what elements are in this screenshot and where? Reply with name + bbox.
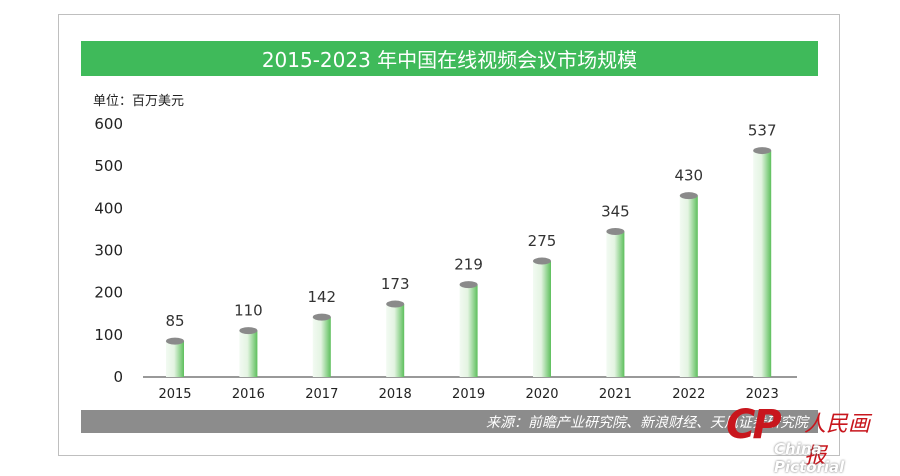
bar: [679, 195, 698, 377]
watermark-logo: CP 人民画报 China Pictorial: [718, 402, 890, 476]
bars-group: 85 110 142 173 219 275 345 430 537: [165, 122, 777, 377]
bar-cap: [166, 337, 184, 345]
y-tick-label: 100: [94, 326, 123, 344]
bar: [533, 261, 551, 377]
bar-cap: [679, 192, 698, 200]
bar: [753, 150, 772, 377]
chart-card: [58, 14, 840, 456]
data-label: 85: [165, 312, 184, 330]
bar: [606, 231, 625, 377]
data-label: 219: [454, 256, 483, 274]
x-tick-label: 2017: [305, 387, 338, 402]
watermark-mark: CP: [726, 402, 782, 448]
data-label: 275: [528, 232, 557, 250]
bar-cap: [386, 300, 405, 308]
bar-cap: [533, 257, 551, 265]
source-note: 来源：前瞻产业研究院、新浪财经、天风证券研究院: [81, 410, 818, 433]
bar: [166, 341, 184, 377]
bar-cap: [606, 228, 625, 236]
x-tick-label: 2022: [672, 387, 705, 402]
y-tick-label: 0: [113, 368, 123, 386]
x-tick-label: 2021: [599, 387, 632, 402]
data-label: 110: [234, 302, 263, 320]
bar-cap: [753, 147, 772, 155]
data-label: 430: [674, 167, 703, 185]
y-tick-label: 500: [94, 157, 123, 175]
bar-cap: [239, 327, 258, 335]
y-tick-label: 400: [94, 199, 123, 217]
bar-cap: [312, 313, 331, 321]
y-tick-label: 300: [94, 242, 123, 260]
data-label: 345: [601, 203, 630, 221]
x-tick-label: 2020: [525, 387, 558, 402]
x-tick-label: 2023: [746, 387, 779, 402]
y-axis-ticks: 0 100 200 300 400 500 600: [94, 115, 123, 386]
x-tick-label: 2016: [232, 387, 265, 402]
bar: [239, 330, 258, 377]
chart-title: 2015-2023 年中国在线视频会议市场规模: [81, 41, 818, 76]
x-axis-labels: 2015 2016 2017 2018 2019 2020 2021 2022 2023: [158, 387, 778, 402]
data-label: 537: [748, 122, 777, 140]
bar: [459, 284, 478, 377]
data-label: 173: [381, 275, 410, 293]
unit-label: 单位：百万美元: [93, 94, 185, 109]
bar: [312, 317, 331, 377]
data-label: 142: [307, 288, 336, 306]
bar: [386, 304, 405, 377]
x-tick-label: 2015: [158, 387, 191, 402]
x-tick-label: 2018: [379, 387, 412, 402]
watermark-subtitle: China Pictorial: [774, 440, 845, 476]
y-tick-label: 600: [94, 115, 123, 133]
watermark-text: 人民画报: [804, 412, 871, 469]
x-tick-label: 2019: [452, 387, 485, 402]
y-tick-label: 200: [94, 284, 123, 302]
bar-cap: [459, 281, 478, 289]
